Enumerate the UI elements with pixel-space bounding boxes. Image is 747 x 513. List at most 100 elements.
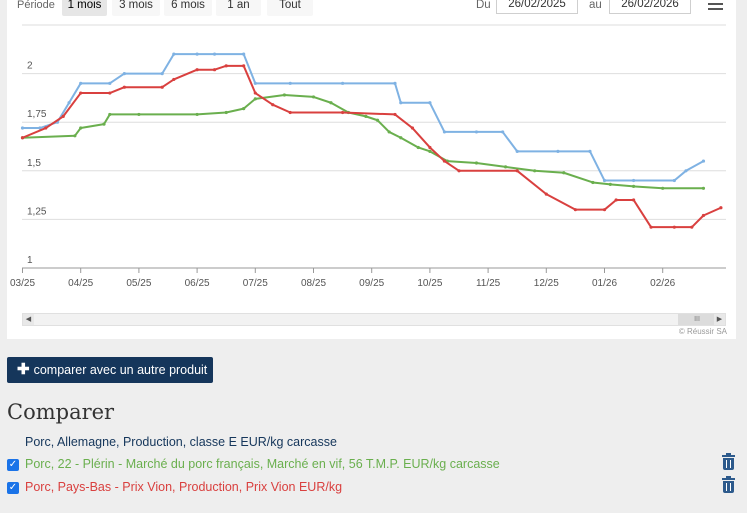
compare-item-checkbox[interactable]: ✓: [7, 482, 19, 494]
data-point: [632, 178, 636, 183]
x-tick-label: 10/25: [417, 278, 442, 289]
data-point: [573, 208, 578, 212]
data-point: [253, 91, 257, 95]
range-button-6-months[interactable]: 6 mois: [164, 0, 212, 16]
data-point: [591, 180, 595, 185]
data-point: [701, 186, 706, 190]
data-point: [224, 110, 228, 115]
x-tick-label: 12/25: [534, 278, 559, 289]
data-point: [195, 68, 199, 72]
range-navigator[interactable]: ◀ III ▶: [22, 313, 726, 326]
data-point: [160, 72, 164, 76]
range-button-1-year[interactable]: 1 an: [216, 0, 261, 16]
data-point: [67, 101, 71, 105]
data-point: [212, 68, 217, 72]
data-point: [375, 118, 380, 122]
data-point: [20, 136, 25, 140]
data-point: [457, 169, 461, 173]
data-point: [364, 114, 368, 118]
x-axis-ticks: 03/25 04/25 05/25 06/25 07/25 08/25 09/25 10/25…: [10, 267, 726, 289]
data-point: [288, 110, 292, 115]
data-point: [137, 112, 141, 117]
data-point: [474, 130, 479, 134]
x-tick-label: 08/25: [301, 278, 326, 289]
data-point: [253, 81, 257, 85]
data-point: [562, 171, 566, 175]
data-point: [73, 134, 77, 138]
chart-panel: Période 1 mois 3 mois 6 mois 1 an Tout D…: [7, 0, 736, 339]
data-point: [242, 64, 246, 68]
data-point: [719, 206, 723, 210]
data-point: [341, 110, 345, 115]
compare-item-checkbox[interactable]: ✓: [7, 459, 19, 471]
data-point: [224, 64, 228, 68]
data-point: [79, 126, 83, 130]
x-tick-label: 09/25: [359, 278, 384, 289]
data-point: [608, 182, 612, 187]
navigator-right-arrow-icon[interactable]: ▶: [714, 314, 725, 325]
compare-item-label: Porc, Pays-Bas - Prix Vion, Production, …: [25, 480, 343, 494]
x-tick-label: 11/25: [476, 278, 501, 289]
from-date-input[interactable]: [496, 0, 578, 14]
data-point: [61, 114, 65, 118]
period-label: Période: [17, 0, 55, 11]
y-axis-ticks: 1 1,25 1,5 1,75 2: [27, 61, 47, 266]
navigator-left-arrow-icon[interactable]: ◀: [23, 314, 34, 325]
delete-trash-icon[interactable]: [722, 476, 735, 493]
y-tick-label: 1,5: [27, 158, 41, 169]
navigator-handle[interactable]: III: [678, 314, 716, 325]
data-point: [614, 198, 618, 202]
x-tick-label: 06/25: [185, 278, 210, 289]
data-point: [701, 159, 706, 163]
data-point: [195, 112, 199, 117]
compare-product-button[interactable]: ✚ comparer avec un autre produit: [7, 357, 213, 383]
x-tick-label: 03/25: [10, 278, 35, 289]
data-point: [393, 81, 397, 85]
from-date-label: Du: [476, 0, 491, 11]
data-point: [108, 81, 112, 85]
y-tick-label: 1,25: [27, 206, 47, 217]
data-point: [242, 106, 246, 111]
delete-trash-icon[interactable]: [722, 453, 735, 470]
series-line-1: [22, 93, 704, 190]
y-tick-label: 1,75: [27, 109, 47, 120]
data-point: [556, 149, 560, 153]
data-point: [102, 122, 106, 126]
data-point: [672, 178, 676, 183]
data-point: [684, 169, 688, 173]
data-point: [122, 85, 126, 89]
range-button-1-month[interactable]: 1 mois: [62, 0, 107, 16]
data-point: [399, 101, 403, 105]
data-point: [442, 159, 447, 163]
chart-menu-icon[interactable]: [708, 0, 723, 12]
x-tick-label: 01/26: [592, 278, 617, 289]
data-point: [474, 161, 479, 165]
data-point: [428, 149, 432, 153]
data-point: [515, 169, 519, 173]
data-point: [588, 149, 592, 153]
data-point: [410, 126, 415, 130]
plus-icon: ✚: [17, 361, 30, 378]
to-date-input[interactable]: [609, 0, 691, 14]
data-point: [632, 198, 636, 202]
data-point: [533, 169, 537, 173]
data-point: [79, 91, 83, 95]
to-date-label: au: [589, 0, 602, 11]
chart-toolbar: Période 1 mois 3 mois 6 mois 1 an Tout D…: [7, 0, 736, 20]
y-tick-label: 1: [27, 255, 33, 266]
data-point: [79, 81, 83, 85]
data-point: [38, 126, 42, 130]
data-point: [387, 130, 391, 134]
line-chart: 11,251,51,752 03/25 04/25 05/25 06/25 07/25 0…: [10, 24, 726, 289]
x-tick-label: 07/25: [243, 278, 268, 289]
data-point: [416, 145, 420, 150]
data-point: [442, 130, 447, 134]
data-point: [649, 225, 653, 229]
data-point: [661, 186, 665, 190]
range-button-all[interactable]: Tout: [267, 0, 313, 16]
chart-series: [20, 52, 723, 229]
range-button-3-months[interactable]: 3 mois: [112, 0, 160, 16]
data-point: [632, 184, 636, 188]
chart-grid: [22, 24, 726, 269]
data-point: [503, 165, 508, 169]
